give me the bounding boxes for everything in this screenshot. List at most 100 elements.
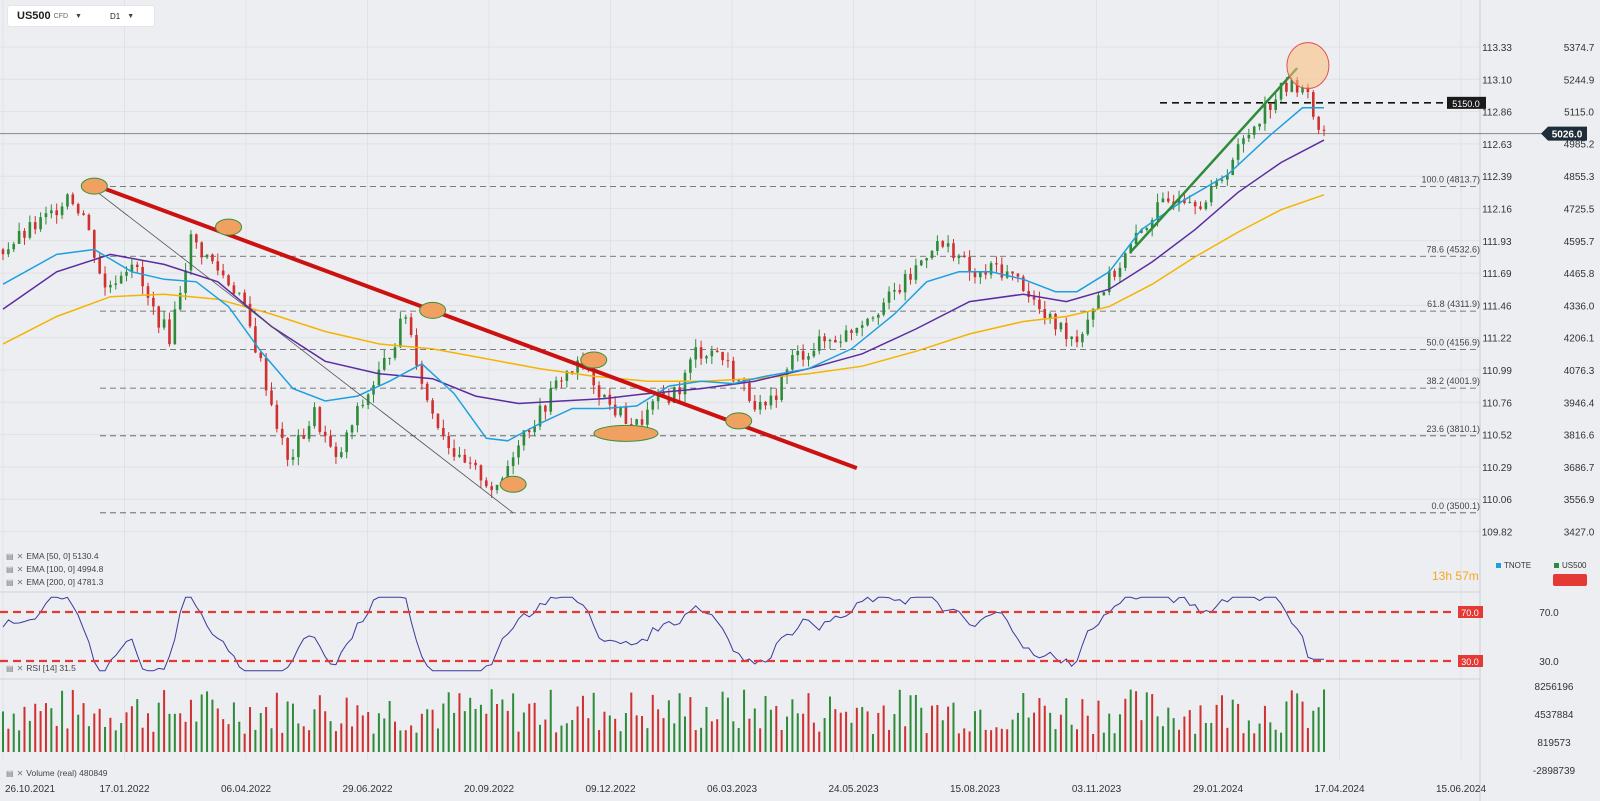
candle-body: [715, 350, 719, 352]
timeframe-dropdown-icon[interactable]: ▼: [127, 12, 135, 20]
volume-bar: [952, 702, 955, 752]
volume-bar: [130, 706, 133, 752]
candle-body: [409, 317, 413, 336]
candle-body: [893, 289, 896, 292]
candle-body: [866, 318, 869, 326]
candle-body: [23, 230, 26, 238]
volume-bar: [721, 691, 724, 752]
secondary-axis-tick: 110.29: [1482, 463, 1512, 474]
candle-body: [1064, 322, 1068, 340]
volume-bar: [232, 702, 235, 752]
instrument-selector[interactable]: US500 CFD ▼ D1 ▼: [8, 6, 154, 26]
volume-bar: [1242, 733, 1245, 752]
volume-bar: [1237, 703, 1240, 752]
candle-body: [656, 392, 660, 402]
price-axis-tick: 4855.3: [1564, 172, 1595, 183]
volume-bar: [1215, 704, 1218, 752]
volume-bar: [1167, 707, 1170, 752]
candle-body: [1081, 334, 1084, 343]
candle-body: [774, 395, 778, 400]
volume-axis-tick: 4537884: [1535, 710, 1574, 721]
candle-body: [216, 261, 220, 271]
candle-body: [909, 273, 912, 280]
settings-icon[interactable]: ▤: [6, 551, 14, 561]
legend-volume[interactable]: ▤ ✕ Volume (real) 480849: [6, 768, 108, 778]
volume-bar: [238, 721, 241, 752]
candle-body: [490, 486, 493, 491]
settings-icon[interactable]: ▤: [6, 564, 14, 574]
candle-body: [877, 314, 880, 318]
volume-bar: [1113, 733, 1116, 752]
candle-body: [55, 210, 58, 216]
candle-body: [17, 230, 21, 244]
secondary-axis-tick: 112.39: [1482, 172, 1512, 183]
price-axis-tick: 4985.2: [1564, 140, 1595, 151]
volume-bar: [189, 699, 192, 752]
candle-body: [130, 264, 134, 272]
close-icon[interactable]: ✕: [16, 564, 24, 574]
candle-body: [297, 435, 300, 458]
volume-bar: [383, 718, 386, 752]
settings-icon[interactable]: ▤: [6, 577, 14, 587]
secondary-axis-tick: 110.52: [1482, 431, 1512, 442]
volume-bar: [796, 713, 799, 752]
compare-tnote[interactable]: TNOTE: [1496, 561, 1531, 570]
fibonacci-levels: 100.0 (4813.7) 78.6 (4532.6) 61.8 (4311.9)…: [0, 133, 1545, 514]
volume-bar: [82, 703, 85, 752]
candle-body: [914, 265, 918, 280]
timeframe-label[interactable]: D1: [109, 11, 121, 21]
symbol-dropdown-icon[interactable]: ▼: [75, 12, 82, 20]
price-axis-tick: 3946.4: [1564, 398, 1595, 409]
candle-body: [141, 267, 144, 287]
candle-body: [919, 260, 923, 266]
candle-body: [82, 213, 85, 215]
legend-ema200[interactable]: ▤ ✕ EMA [200, 0] 4781.3: [6, 577, 103, 587]
volume-bar: [560, 725, 563, 752]
volume-bar: [700, 727, 703, 752]
candle-body: [205, 254, 209, 258]
time-axis-tick: 24.05.2023: [828, 784, 878, 795]
chart-drawings[interactable]: 5150.0: [80, 42, 1486, 514]
legend-ema50[interactable]: ▤ ✕ EMA [50, 0] 5130.4: [6, 551, 99, 561]
legend-ema100[interactable]: ▤ ✕ EMA [100, 0] 4994.8: [6, 564, 103, 574]
candle-body: [936, 241, 939, 251]
candle-body: [903, 273, 907, 293]
legend-rsi[interactable]: ▤ ✕ RSI [14] 31.5: [6, 663, 76, 673]
candle-body: [76, 204, 80, 214]
price-axis-tick: 3816.6: [1564, 431, 1595, 442]
candle-body: [527, 430, 531, 433]
candle-body: [162, 319, 166, 328]
volume-bar: [98, 708, 101, 752]
close-icon[interactable]: ✕: [16, 768, 24, 778]
rsi-panel: 70.0 30.0: [0, 596, 1483, 672]
volume-bar: [592, 692, 595, 752]
candle-body: [1091, 309, 1095, 320]
compare-us500[interactable]: US500: [1554, 561, 1586, 570]
volume-bar: [356, 705, 359, 752]
volume-label: Volume (real) 480849: [26, 768, 108, 778]
sell-button[interactable]: [1553, 574, 1587, 586]
volume-bar: [737, 727, 740, 752]
volume-bar: [1097, 700, 1100, 752]
volume-bar: [710, 721, 713, 752]
candle-body: [1215, 180, 1218, 187]
candle-body: [1027, 290, 1030, 297]
close-icon[interactable]: ✕: [16, 663, 24, 673]
volume-bar: [447, 692, 450, 752]
volume-axis-tick: 819573: [1537, 738, 1571, 749]
volume-bar: [308, 730, 311, 752]
volume-bar: [925, 733, 928, 752]
close-icon[interactable]: ✕: [16, 577, 24, 587]
settings-icon[interactable]: ▤: [6, 663, 14, 673]
price-candles: [1, 76, 1326, 498]
secondary-axis-tick: 111.69: [1482, 269, 1512, 280]
candle-body: [1263, 104, 1267, 124]
settings-icon[interactable]: ▤: [6, 768, 14, 778]
candle-body: [812, 350, 816, 357]
volume-bar: [157, 702, 160, 752]
close-icon[interactable]: ✕: [16, 551, 24, 561]
volume-bar: [324, 711, 327, 752]
volume-bar: [1285, 701, 1288, 752]
volume-bar: [136, 699, 139, 752]
